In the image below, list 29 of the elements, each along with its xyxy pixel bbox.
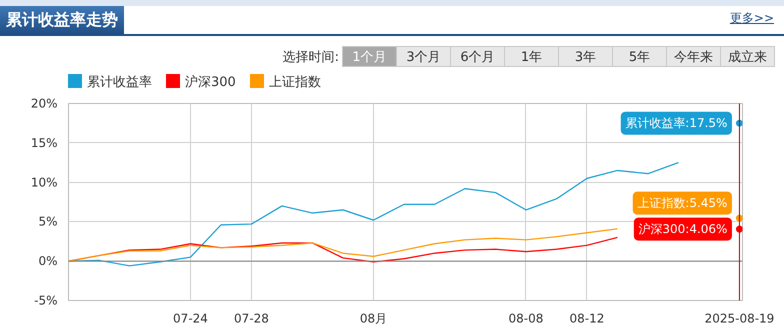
x-tick-label: 07-24 bbox=[173, 312, 208, 326]
chart-title: 累计收益率走势 bbox=[0, 6, 124, 34]
x-tick-label: 08月 bbox=[360, 312, 388, 326]
text: 6个月 bbox=[450, 46, 505, 67]
y-tick-label: 5% bbox=[38, 214, 58, 229]
legend-label: 上证指数 bbox=[268, 74, 321, 92]
y-tick-label: 10% bbox=[30, 175, 58, 190]
data-label: 上证指数:5.45% bbox=[637, 196, 728, 210]
text: 3个月 bbox=[396, 46, 451, 67]
legend-label: 沪深300 bbox=[184, 74, 236, 92]
y-tick-label: 0% bbox=[38, 254, 58, 268]
text: 3年 bbox=[558, 46, 613, 67]
text: 1年 bbox=[504, 46, 559, 67]
x-tick-label: 08-08 bbox=[508, 312, 544, 326]
y-tick-label: 15% bbox=[30, 136, 58, 150]
x-tick-label: 07-28 bbox=[234, 312, 269, 326]
data-label: 沪深300:4.06% bbox=[638, 222, 728, 236]
y-tick-label: 20% bbox=[30, 96, 58, 110]
y-tick-label: -5% bbox=[34, 294, 58, 308]
x-tick-label: 2025-08-19 bbox=[704, 312, 774, 326]
data-label: 累计收益率:17.5% bbox=[625, 116, 728, 130]
text: 更多>> bbox=[730, 10, 774, 27]
text: 5年 bbox=[612, 46, 667, 67]
text: 选择时间: bbox=[282, 49, 339, 67]
text: 今年来 bbox=[666, 46, 721, 67]
text: 成立来 bbox=[720, 46, 775, 67]
text: 1个月 bbox=[342, 46, 397, 67]
x-tick-label: 08-12 bbox=[570, 312, 604, 326]
legend-label: 累计收益率 bbox=[86, 74, 152, 92]
